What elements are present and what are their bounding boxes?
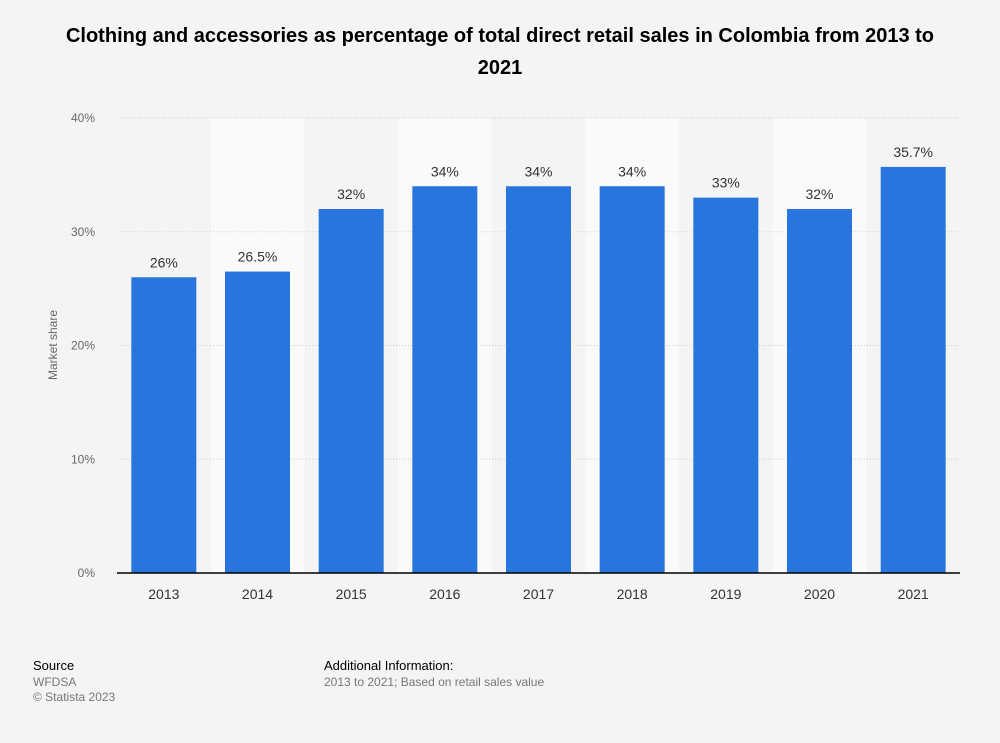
x-tick-label: 2016 [429,586,460,602]
additional-info-heading: Additional Information: [324,658,454,673]
copyright: © Statista 2023 [33,690,116,704]
y-axis-ticks: 0% 10% 20% 30% 40% [71,111,95,580]
bars [131,166,946,573]
data-label: 26.5% [238,249,278,265]
bar-2017[interactable] [506,186,571,573]
x-axis-ticks: 2013 2014 2015 2016 2017 2018 2019 2020 2021 [148,586,929,602]
x-tick-label: 2015 [336,586,367,602]
data-label: 35.7% [893,144,933,160]
x-tick-label: 2020 [804,586,835,602]
data-label: 34% [431,163,459,179]
x-tick-label: 2021 [898,586,929,602]
x-tick-label: 2014 [242,586,273,602]
source-name: WFDSA [33,675,77,689]
bar-2016[interactable] [412,186,478,573]
data-label: 34% [618,163,646,179]
data-label: 32% [805,186,833,202]
data-label: 33% [712,175,740,191]
x-tick-label: 2018 [617,586,648,602]
data-label: 32% [337,186,365,202]
bar-2015[interactable] [318,209,384,573]
y-tick-label: 40% [71,111,95,125]
bar-2021[interactable] [880,166,946,573]
data-label: 26% [150,254,178,270]
y-axis-label: Market share [46,310,60,380]
x-tick-label: 2019 [710,586,741,602]
bar-2014[interactable] [225,271,290,573]
y-tick-label: 30% [71,225,95,239]
y-tick-label: 10% [71,452,95,466]
y-tick-label: 0% [78,566,96,580]
x-tick-label: 2017 [523,586,554,602]
bar-2020[interactable] [787,209,852,573]
bar-2019[interactable] [693,197,759,573]
data-labels: 26% 26.5% 32% 34% 34% 34% 33% 32% 35.7% [150,144,933,270]
bar-2018[interactable] [599,186,665,573]
source-text: WFDSA © Statista 2023 [33,675,115,705]
bar-2013[interactable] [131,277,197,573]
x-tick-label: 2013 [148,586,179,602]
additional-info-text: 2013 to 2021; Based on retail sales valu… [324,675,545,689]
source-heading: Source [33,658,75,673]
data-label: 34% [524,163,552,179]
y-tick-label: 20% [71,339,95,353]
chart-title: Clothing and accessories as percentage o… [65,25,935,79]
